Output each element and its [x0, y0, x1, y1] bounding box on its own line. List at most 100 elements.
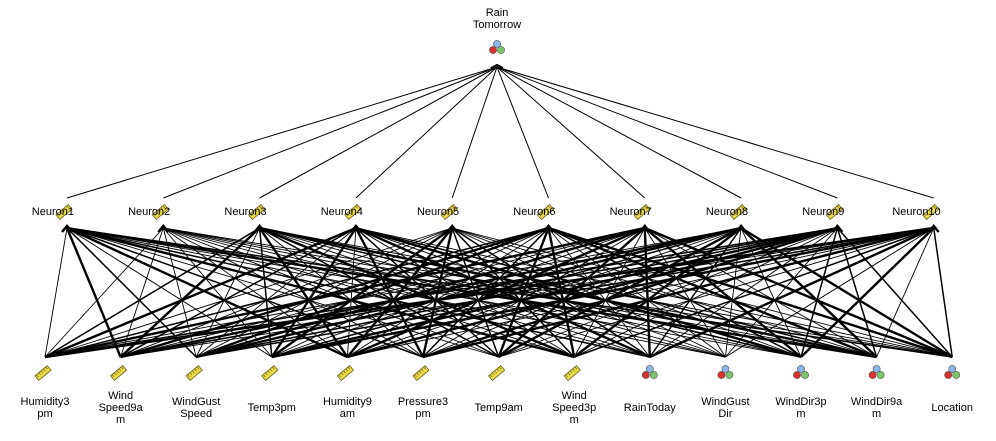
edge-input10-hidden2 [163, 227, 726, 358]
arrowhead-neuron2 [157, 224, 170, 233]
input3-ruler-icon [185, 364, 203, 382]
edge-input7-hidden3 [259, 227, 499, 358]
edge-input13-hidden9 [836, 227, 953, 358]
edge-input8-hidden1 [66, 226, 575, 359]
input-label-12-line: WindDir9a [850, 396, 903, 408]
edge-input2-hidden1 [65, 227, 122, 358]
neuron1-ruler-icon [55, 203, 73, 221]
input-label-6-line: pm [415, 408, 431, 420]
edge-input1-hidden4 [44, 226, 357, 359]
edge-input1-hidden2 [44, 227, 164, 358]
edge-input11-hidden1 [66, 227, 802, 358]
edge-hidden3-output [259, 66, 498, 199]
input-label-9-line: RainToday [623, 402, 676, 414]
edge-input2-hidden8 [120, 226, 742, 359]
input-label-11-line: m [796, 408, 806, 420]
arrowhead-neuron7 [638, 224, 651, 233]
hidden-neuron-label: Neuron4 [320, 206, 363, 218]
edge-input4-hidden4 [270, 227, 357, 358]
input-label-2-line: Speed9a [98, 402, 143, 414]
edge-input5-hidden2 [163, 227, 348, 358]
edge-hidden10-output [496, 66, 934, 199]
edge-input13-hidden5 [452, 227, 953, 358]
input-label-5-line: Humidity9 [322, 396, 372, 408]
hidden-neuron-label: Neuron6 [513, 206, 556, 218]
input-label-3: WindGust Speed [158, 396, 234, 420]
neuron10-ruler-icon [922, 203, 940, 221]
edge-input13-hidden6 [548, 226, 953, 359]
input-label-4: Temp3pm [234, 402, 310, 414]
input-label-8: Wind Speed3p m [536, 390, 612, 426]
edge-input12-hidden4 [355, 227, 877, 358]
neuron4-ruler-icon [344, 203, 362, 221]
edge-input5-hidden10 [347, 227, 934, 358]
output-nominal-icon [489, 40, 505, 54]
edge-input3-hidden6 [195, 226, 549, 359]
input-label-8-line: Wind [561, 390, 587, 402]
input-label-11: WindDir3p m [763, 396, 839, 420]
output-label: Rain Tomorrow [452, 7, 542, 31]
edge-input5-hidden6 [347, 227, 549, 358]
input-label-4-line: Temp3pm [247, 402, 296, 414]
edge-hidden9-output [496, 66, 838, 199]
edge-input13-hidden4 [355, 227, 953, 358]
edge-input2-hidden7 [120, 227, 645, 358]
input-label-11-line: WindDir3p [775, 396, 827, 408]
edge-input7-hidden1 [66, 227, 499, 358]
edge-input10-hidden4 [355, 227, 726, 358]
input-label-5-line: am [339, 408, 356, 420]
edge-input11-hidden3 [259, 227, 802, 358]
edge-input4-hidden2 [162, 227, 273, 358]
edge-input9-hidden10 [649, 226, 935, 359]
input-label-2: Wind Speed9a m [83, 390, 159, 426]
edge-hidden6-output [496, 66, 549, 199]
neuron9-ruler-icon [825, 203, 844, 221]
input-label-1-line: pm [37, 408, 53, 420]
hidden-neuron-label: Neuron8 [705, 206, 749, 218]
edge-input5-hidden3 [258, 227, 349, 358]
edge-input9-hidden1 [66, 227, 650, 358]
edge-input9-hidden2 [163, 227, 650, 358]
edge-input4-hidden6 [271, 227, 549, 358]
input-label-8-line: m [569, 414, 579, 426]
edge-input2-hidden5 [120, 227, 453, 358]
neuron6-ruler-icon [536, 203, 555, 221]
input-label-7: Temp9am [461, 402, 537, 414]
neuron7-ruler-icon [633, 203, 651, 221]
input6-ruler-icon [412, 364, 430, 382]
edge-input6-hidden1 [66, 227, 424, 358]
input5-ruler-icon [336, 364, 355, 382]
input8-ruler-icon [563, 364, 581, 382]
arrowhead-neuron6 [542, 224, 555, 233]
edge-input1-hidden1 [44, 227, 68, 358]
hidden-neuron-label: Neuron5 [416, 206, 460, 218]
arrowhead-neuron3 [253, 224, 266, 233]
edge-input5-hidden7 [346, 226, 646, 359]
edge-input12-hidden2 [163, 227, 877, 358]
edge-input6-hidden3 [259, 227, 424, 358]
edge-input3-hidden1 [66, 227, 197, 358]
edge-input3-hidden3 [195, 227, 261, 358]
input10-nominal-icon [717, 365, 734, 379]
edge-hidden7-output [496, 66, 646, 199]
input1-ruler-icon [34, 364, 52, 382]
edge-input5-hidden4 [346, 227, 357, 358]
edge-input2-hidden3 [119, 227, 261, 358]
edge-input4-hidden10 [271, 226, 934, 359]
input12-nominal-icon [868, 365, 885, 379]
edge-input10-hidden3 [259, 227, 726, 358]
node-icons [34, 40, 961, 382]
input13-nominal-icon [944, 365, 961, 379]
edge-input4-hidden3 [258, 227, 273, 358]
input-label-5: Humidity9 am [309, 396, 385, 420]
input-label-10-line: WindGust [701, 396, 750, 408]
input-label-2-line: m [116, 414, 126, 426]
hidden-neuron-label: Neuron2 [128, 206, 171, 218]
input-label-3-line: WindGust [172, 396, 221, 408]
input-label-3-line: Speed [180, 408, 213, 420]
input-label-12: WindDir9a m [839, 396, 915, 420]
edge-input12-hidden1 [66, 226, 877, 359]
input-label-9: RainToday [612, 402, 688, 414]
input2-ruler-icon [109, 364, 128, 382]
